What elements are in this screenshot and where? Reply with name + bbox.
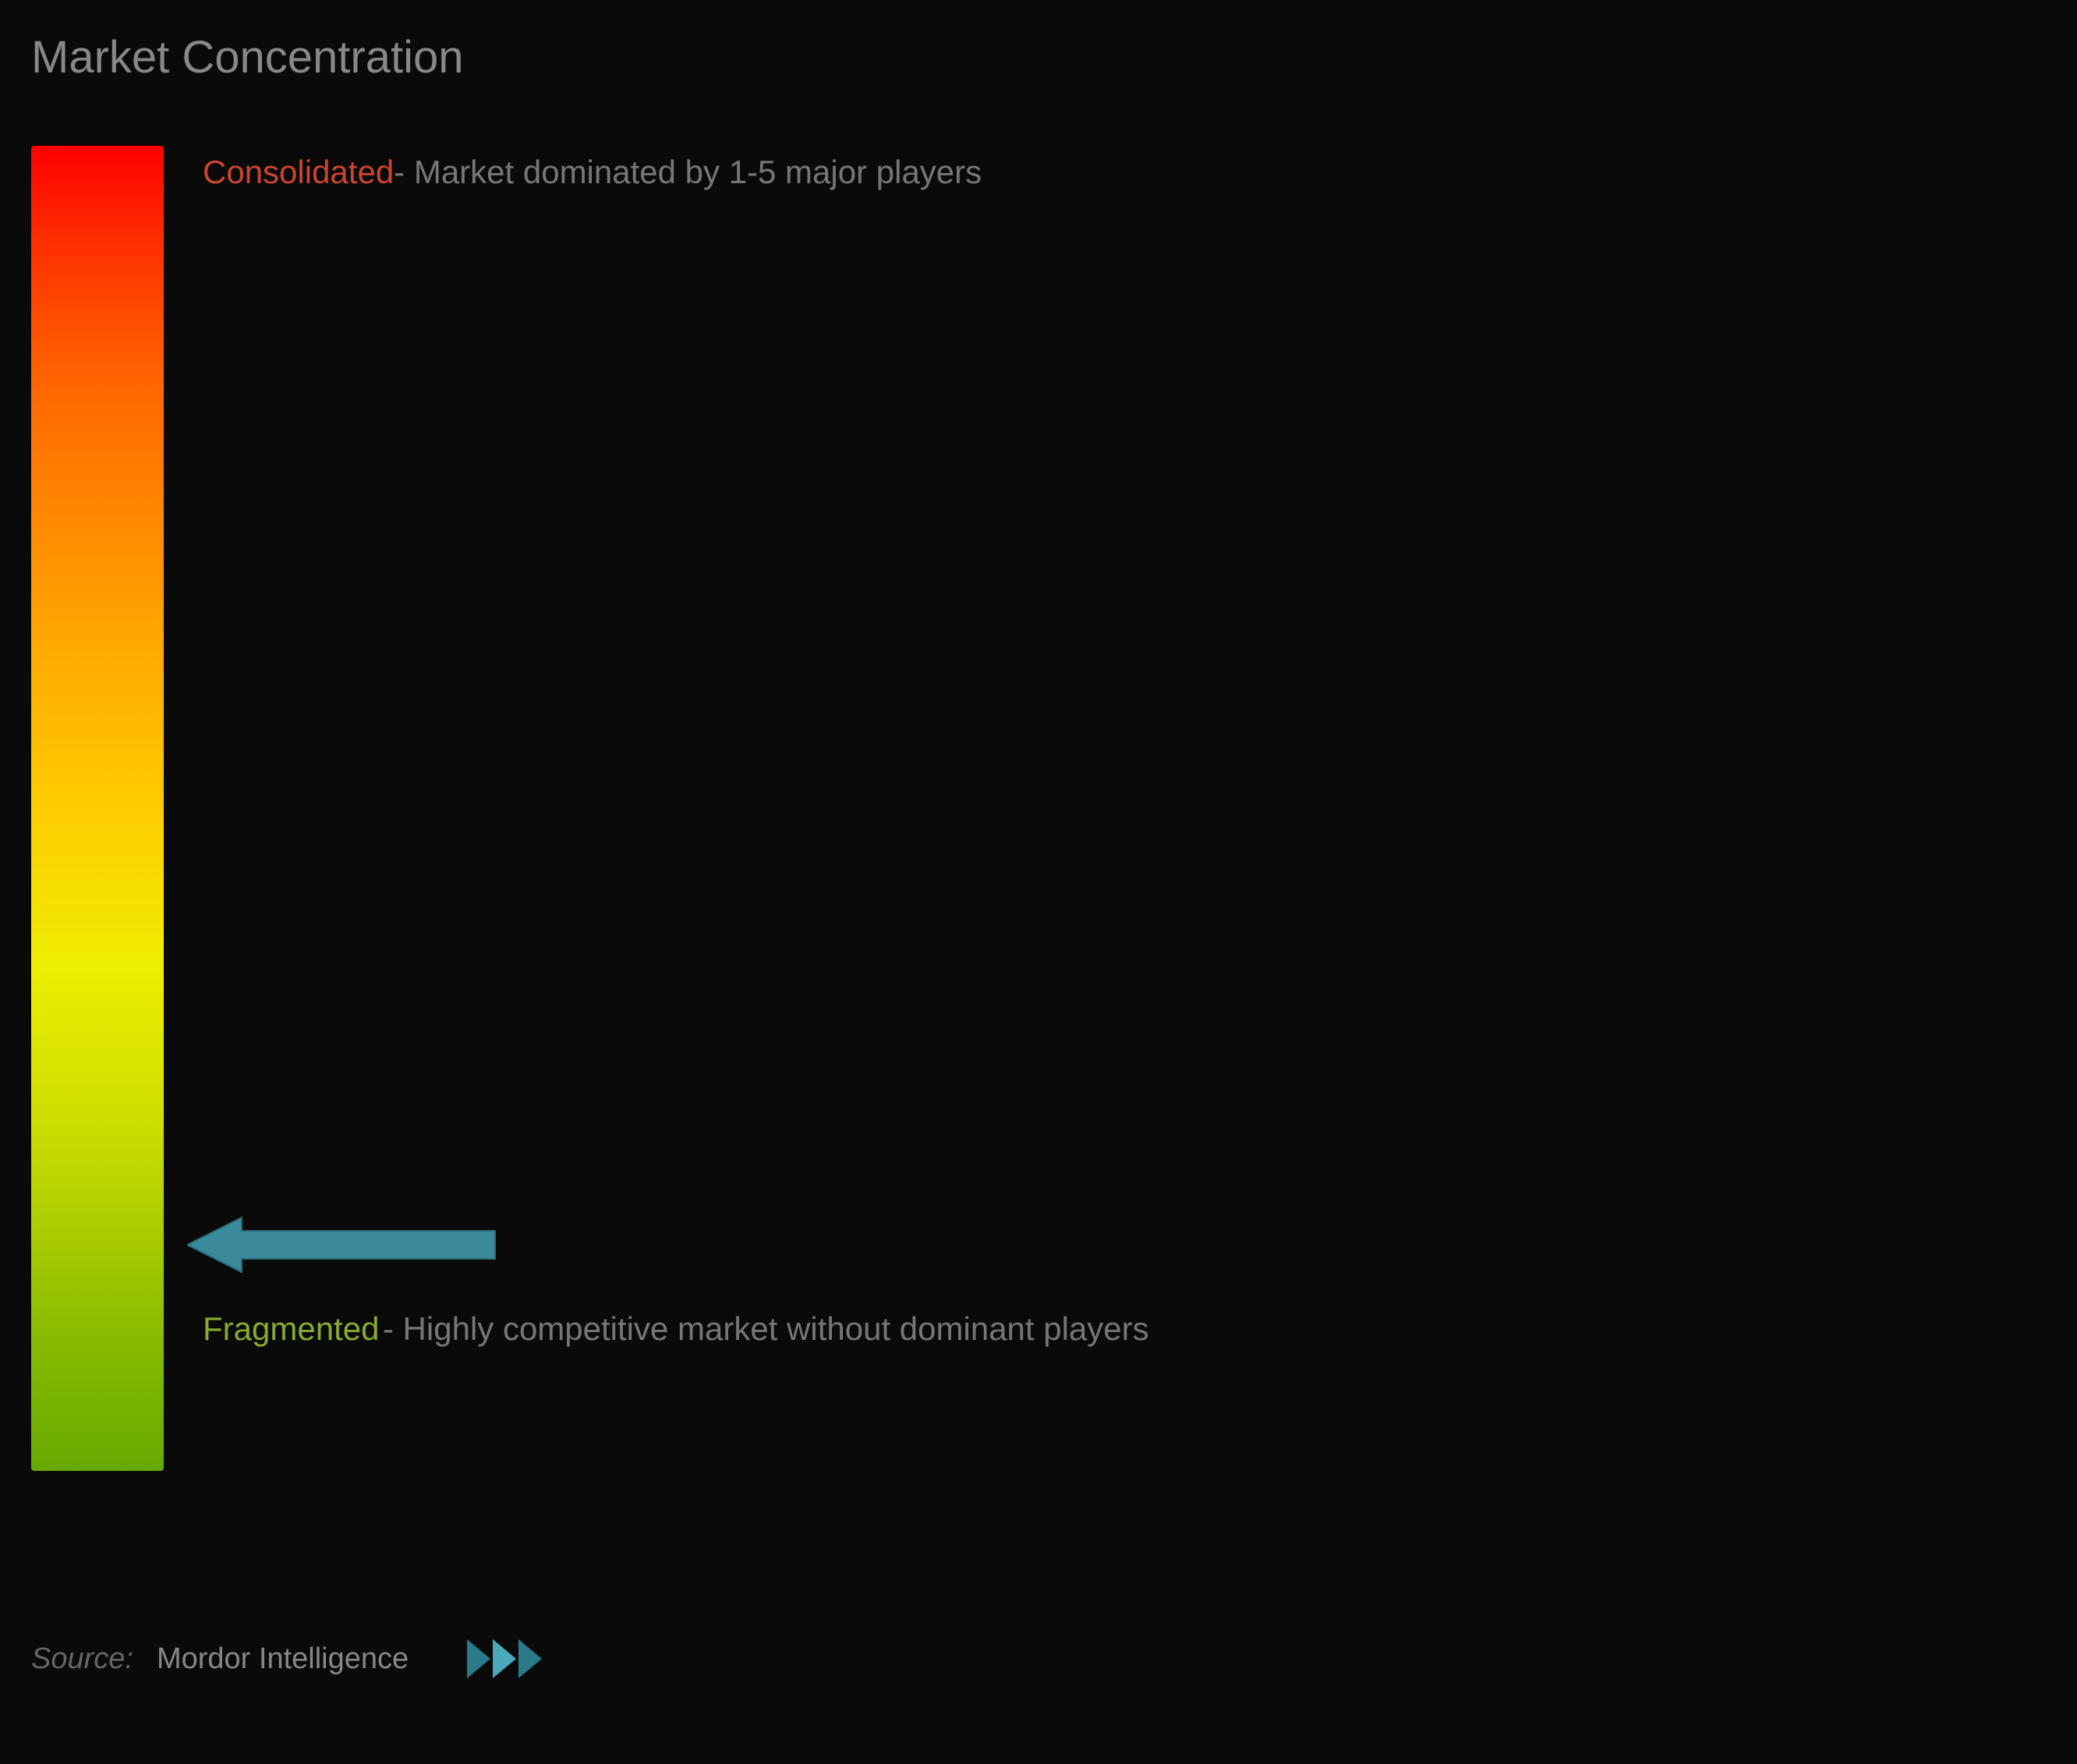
source-name: Mordor Intelligence xyxy=(157,1642,409,1676)
source-label: Source: xyxy=(31,1642,133,1676)
footer-attribution: Source: Mordor Intelligence xyxy=(31,1631,549,1686)
fragmented-highlight: Fragmented xyxy=(203,1310,379,1347)
indicator-arrow-container xyxy=(187,1214,499,1280)
infographic-container: Market Concentration Consolidated - Mark… xyxy=(31,31,2046,1733)
consolidated-highlight: Consolidated xyxy=(203,154,394,191)
consolidated-description: - Market dominated by 1-5 major players xyxy=(394,154,982,191)
consolidated-label: Consolidated - Market dominated by 1-5 m… xyxy=(203,154,982,191)
gradient-scale-bar xyxy=(31,146,164,1471)
mordor-logo-icon xyxy=(463,1631,549,1686)
indicator-arrow-icon xyxy=(187,1214,499,1276)
content-area: Consolidated - Market dominated by 1-5 m… xyxy=(31,146,2046,1471)
chart-title: Market Concentration xyxy=(31,31,2046,83)
labels-area: Consolidated - Market dominated by 1-5 m… xyxy=(203,146,2046,1471)
fragmented-description: - Highly competitive market without domi… xyxy=(383,1310,1149,1347)
fragmented-label: Fragmented - Highly competitive market w… xyxy=(203,1299,1968,1359)
